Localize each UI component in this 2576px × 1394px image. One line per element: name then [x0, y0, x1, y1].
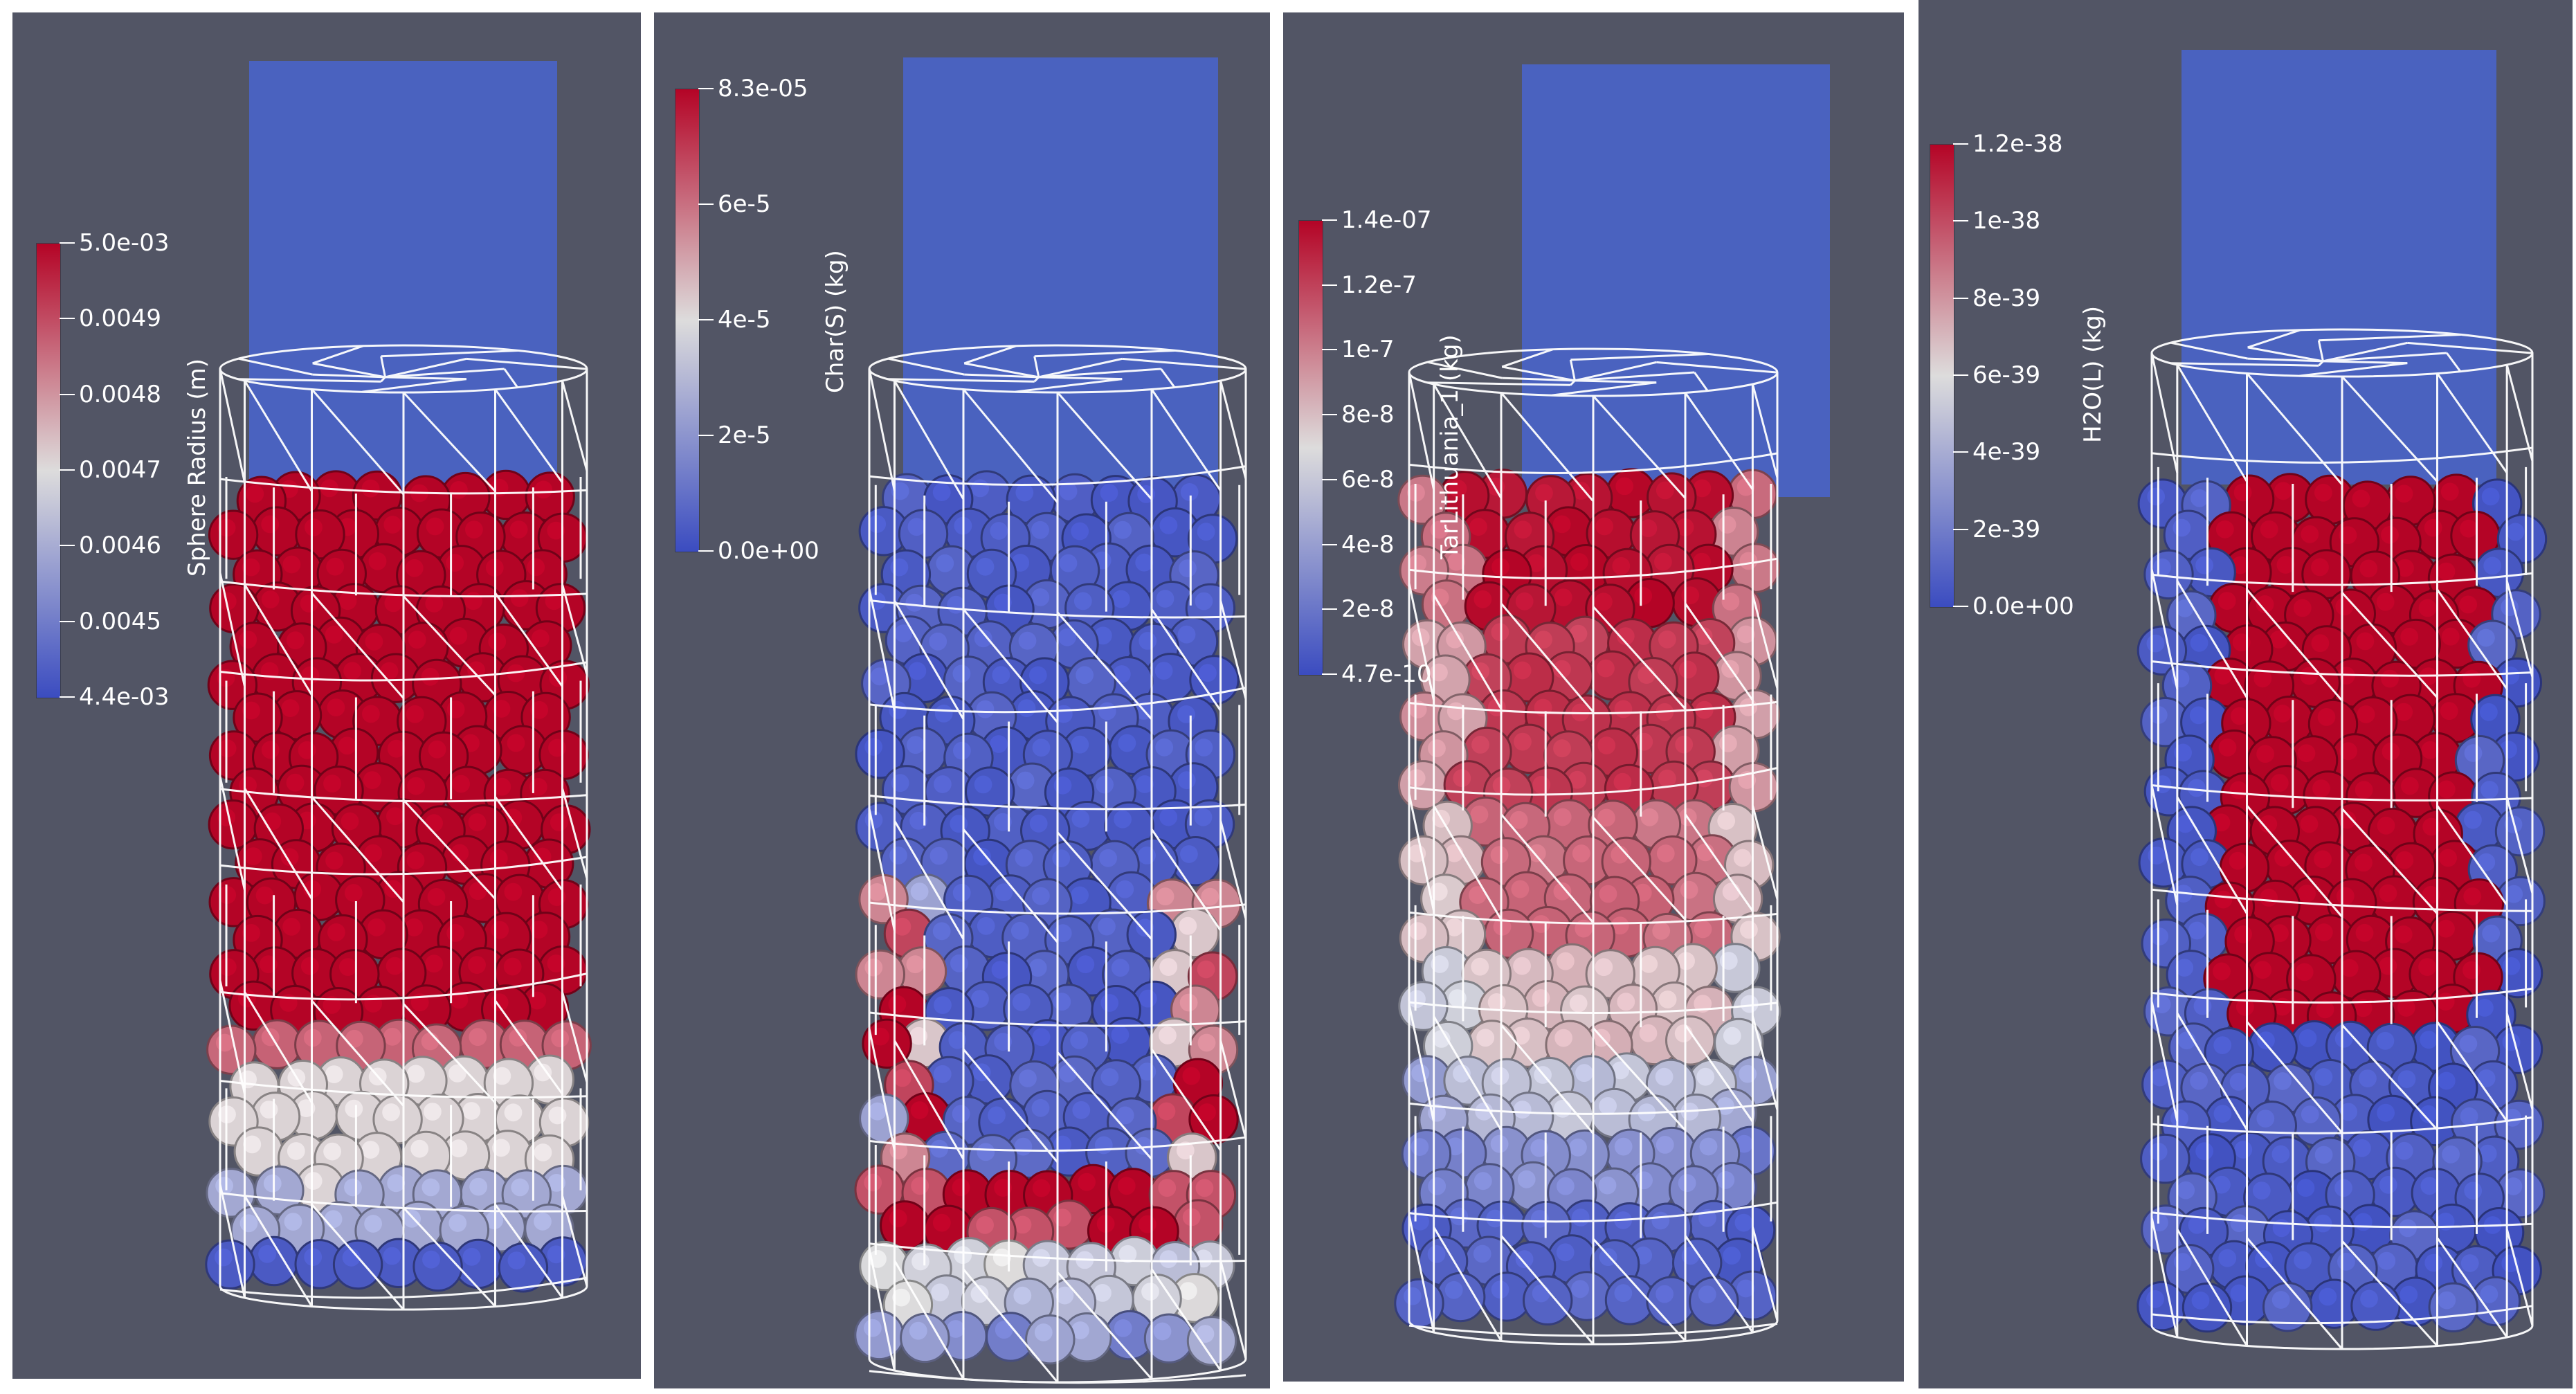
color-legend-bar — [1298, 220, 1323, 676]
legend-tick-label: 8.3e-05 — [718, 75, 808, 102]
legend-tick-label: 4e-5 — [718, 306, 771, 334]
legend-tick-label: 5.0e-03 — [79, 229, 170, 257]
particle — [1394, 1278, 1444, 1329]
legend-tick — [60, 242, 75, 244]
particle — [1435, 1271, 1486, 1323]
legend-tick — [1322, 543, 1337, 545]
particle — [900, 1312, 950, 1364]
particle — [1170, 836, 1221, 887]
legend-tick — [1953, 220, 1968, 222]
legend-tick — [1953, 451, 1968, 453]
legend-tick — [1953, 143, 1968, 145]
particle-bed-scene[interactable] — [1919, 0, 2573, 1388]
legend-tick-label: 2e-8 — [1341, 595, 1395, 624]
legend-tick — [698, 550, 714, 552]
legend-tick-label: 0.0046 — [79, 532, 161, 560]
legend-tick — [1322, 673, 1337, 675]
legend-tick-label: 4e-39 — [1972, 438, 2041, 467]
particle — [1173, 1199, 1224, 1249]
legend-tick-label: 1.4e-07 — [1341, 206, 1432, 234]
legend-tick-label: 4.7e-10 — [1341, 660, 1432, 688]
legend-tick — [698, 435, 714, 436]
color-legend-bar — [36, 243, 61, 698]
legend-tick — [1953, 606, 1968, 607]
mesh-wireframe — [2150, 328, 2534, 1350]
legend-tick — [698, 88, 714, 89]
legend-tick-label: 0.0049 — [79, 305, 161, 333]
legend-tick — [60, 696, 75, 698]
particle — [2137, 1280, 2187, 1332]
legend-tick-label: 6e-8 — [1341, 465, 1395, 494]
legend-tick — [1953, 528, 1968, 530]
legend-tick-label: 8e-39 — [1972, 284, 2041, 312]
color-legend-bar — [675, 89, 700, 552]
particle — [1646, 1276, 1696, 1327]
particle — [1523, 1275, 1573, 1326]
particle — [2470, 1276, 2521, 1327]
legend-tick — [1322, 414, 1337, 416]
particle — [412, 1241, 463, 1292]
color-legend-title: Char(S) (kg) — [822, 250, 849, 393]
legend-tick-label: 0.0045 — [79, 607, 161, 635]
render-view-tar[interactable]: 1.4e-07 1.2e-7 1e-7 8e-8 6e-8 4e-8 2e-8 4.7e-10… — [1283, 12, 1904, 1382]
legend-tick-label: 0.0048 — [79, 380, 161, 408]
color-legend-title: Sphere Radius (m) — [183, 358, 211, 577]
legend-tick-label: 2e-39 — [1972, 515, 2041, 543]
particle — [205, 1239, 255, 1290]
render-view-water[interactable]: 1.2e-38 1e-38 8e-39 6e-39 4e-39 2e-39 0.0e+00 … — [1919, 0, 2573, 1388]
legend-tick-label: 1e-7 — [1341, 336, 1395, 364]
render-view-sphere-radius[interactable]: 5.0e-03 0.0049 0.0048 0.0047 0.0046 0.0045 4.4… — [12, 12, 641, 1379]
legend-tick-label: 6e-39 — [1972, 361, 2041, 389]
legend-tick — [1322, 349, 1337, 351]
color-legend-title: H2O(L) (kg) — [2079, 305, 2107, 443]
mesh-wireframe — [868, 344, 1247, 1384]
legend-tick — [60, 620, 75, 622]
legend-tick-label: 2e-5 — [718, 422, 771, 449]
particle — [332, 1239, 383, 1290]
legend-tick-label: 6e-5 — [718, 190, 771, 218]
legend-tick-label: 0.0e+00 — [718, 537, 819, 565]
legend-tick — [60, 545, 75, 547]
particle — [854, 1310, 905, 1361]
legend-tick — [1953, 374, 1968, 376]
color-legend-bar — [1930, 144, 1954, 608]
legend-tick-label: 1.2e-7 — [1341, 271, 1417, 299]
legend-tick — [698, 203, 714, 205]
mesh-wireframe — [219, 344, 588, 1311]
legend-tick-label: 0.0047 — [79, 456, 161, 484]
particle-bed-scene[interactable] — [12, 12, 641, 1379]
particle-bed-scene[interactable] — [1283, 12, 1904, 1382]
legend-tick-label: 1.2e-38 — [1972, 130, 2063, 158]
legend-tick — [60, 469, 75, 471]
render-view-char[interactable]: 8.3e-05 6e-5 4e-5 2e-5 0.0e+00 Char(S) (kg) — [654, 12, 1270, 1388]
legend-tick-label: 8e-8 — [1341, 401, 1395, 429]
particle-bed-scene[interactable] — [654, 12, 1270, 1388]
legend-tick — [60, 318, 75, 320]
mesh-wireframe — [1408, 347, 1779, 1346]
legend-tick — [1322, 284, 1337, 286]
legend-tick — [1322, 478, 1337, 480]
legend-tick — [698, 319, 714, 320]
legend-tick-label: 1e-38 — [1972, 207, 2041, 235]
color-legend-title: TarLithuania_1 (kg) — [1436, 334, 1464, 559]
legend-tick-label: 4e-8 — [1341, 530, 1395, 559]
legend-tick — [1953, 297, 1968, 299]
particle — [1025, 1314, 1076, 1365]
legend-tick-label: 4.4e-03 — [79, 683, 170, 711]
legend-tick-label: 0.0e+00 — [1972, 592, 2074, 620]
legend-tick — [60, 393, 75, 395]
legend-tick — [1322, 608, 1337, 610]
legend-tick — [1322, 219, 1337, 221]
